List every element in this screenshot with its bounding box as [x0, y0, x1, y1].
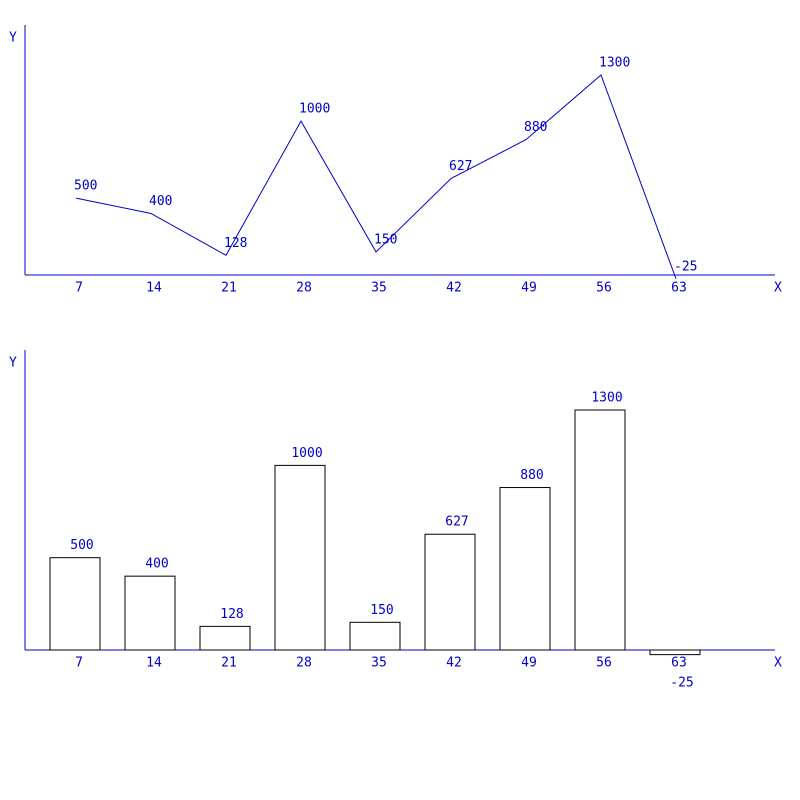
- x-tick-label: 14: [146, 281, 162, 296]
- x-tick-label: 21: [221, 656, 237, 671]
- x-tick-label: 28: [296, 281, 312, 296]
- bar: [349, 621, 401, 651]
- value-label: 128: [220, 607, 243, 622]
- x-tick-label: 49: [521, 281, 537, 296]
- value-label: -25: [670, 676, 693, 691]
- bar: [274, 464, 326, 651]
- value-label: 1000: [299, 102, 330, 117]
- value-label: 1300: [591, 391, 622, 406]
- x-tick-label: 63: [671, 656, 687, 671]
- bar: [424, 533, 476, 651]
- value-label: 627: [449, 159, 472, 174]
- x-tick-label: 56: [596, 281, 612, 296]
- line: [75, 74, 677, 280]
- x-tick-label: 42: [446, 656, 462, 671]
- value-label: 880: [520, 468, 543, 483]
- x-tick-label: 35: [371, 281, 387, 296]
- bar: [124, 575, 176, 651]
- bar: [649, 649, 701, 656]
- value-label: 500: [74, 179, 97, 194]
- value-label: 400: [145, 557, 168, 572]
- x-tick-label: 42: [446, 281, 462, 296]
- x-tick-label: 7: [75, 281, 83, 296]
- x-tick-label: 56: [596, 656, 612, 671]
- x-tick-label: 21: [221, 281, 237, 296]
- y-axis-label: Y: [9, 356, 17, 371]
- value-label: 627: [445, 515, 468, 530]
- value-label: 1000: [291, 446, 322, 461]
- x-tick-label: 14: [146, 656, 162, 671]
- value-label: 400: [149, 194, 172, 209]
- x-tick-label: 49: [521, 656, 537, 671]
- value-label: 128: [224, 236, 247, 251]
- value-label: 500: [70, 538, 93, 553]
- x-tick-label: 28: [296, 656, 312, 671]
- bar: [49, 557, 101, 651]
- x-tick-label: 7: [75, 656, 83, 671]
- x-axis-label: X: [774, 281, 782, 296]
- bar: [574, 409, 626, 651]
- x-tick-label: 35: [371, 656, 387, 671]
- value-label: 1300: [599, 56, 630, 71]
- value-label: 150: [370, 603, 393, 618]
- y-axis-label: Y: [9, 31, 17, 46]
- value-label: -25: [674, 259, 697, 274]
- value-label: 880: [524, 120, 547, 135]
- x-tick-label: 63: [671, 281, 687, 296]
- bar: [199, 625, 251, 651]
- bar: [499, 487, 551, 651]
- x-axis-label: X: [774, 656, 782, 671]
